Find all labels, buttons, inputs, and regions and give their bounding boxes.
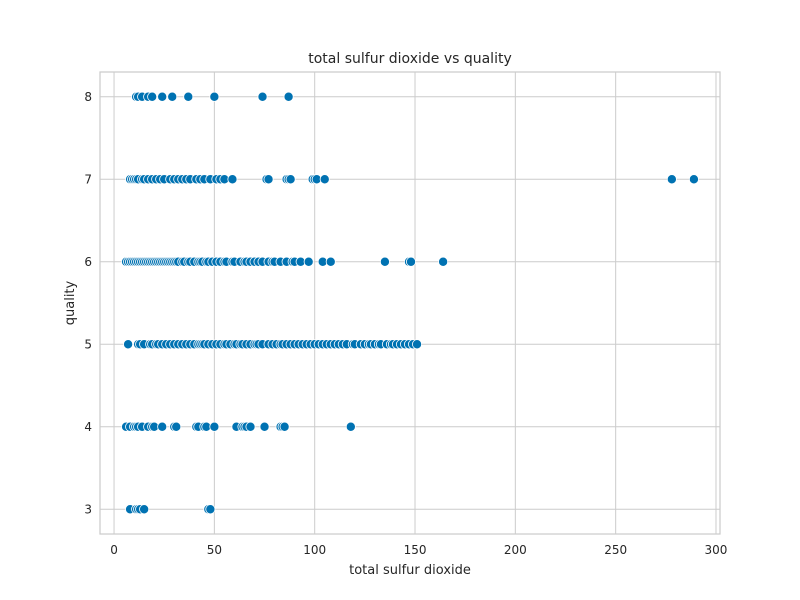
data-point <box>139 504 150 515</box>
y-tick-label: 6 <box>84 255 92 269</box>
data-point <box>245 421 256 432</box>
data-point <box>438 256 449 267</box>
x-tick-label: 50 <box>207 543 222 557</box>
y-tick-label: 8 <box>84 90 92 104</box>
plot-area <box>100 72 720 534</box>
data-point <box>379 256 390 267</box>
data-point <box>171 421 182 432</box>
data-point <box>412 339 423 350</box>
data-point <box>319 174 330 185</box>
data-point <box>123 339 134 350</box>
data-points <box>121 91 699 515</box>
data-point <box>283 91 294 102</box>
x-tick-label: 150 <box>404 543 427 557</box>
data-point <box>147 91 158 102</box>
data-point <box>345 421 356 432</box>
data-point <box>263 174 274 185</box>
data-point <box>688 174 699 185</box>
x-tick-label: 100 <box>303 543 326 557</box>
x-tick-label: 250 <box>604 543 627 557</box>
chart-title: total sulfur dioxide vs quality <box>308 51 512 67</box>
x-tick-label: 0 <box>110 543 118 557</box>
data-point <box>257 91 268 102</box>
data-point <box>157 421 168 432</box>
y-tick-label: 3 <box>84 502 92 516</box>
data-point <box>285 174 296 185</box>
data-point <box>303 256 314 267</box>
x-tick-label: 200 <box>504 543 527 557</box>
x-tick-labels: 0 50 100 150 200 250 300 <box>110 543 727 557</box>
x-tick-label: 300 <box>705 543 728 557</box>
y-tick-label: 4 <box>84 420 92 434</box>
y-tick-label: 7 <box>84 172 92 186</box>
data-point <box>279 421 290 432</box>
data-point <box>183 91 194 102</box>
data-point <box>157 91 168 102</box>
data-point <box>209 91 220 102</box>
data-point <box>167 91 178 102</box>
plot-frame <box>99 71 721 535</box>
data-point <box>259 421 270 432</box>
y-axis-title: quality <box>63 280 78 325</box>
data-point <box>227 174 238 185</box>
data-point <box>325 256 336 267</box>
data-point <box>209 421 220 432</box>
data-point <box>406 256 417 267</box>
x-axis-title: total sulfur dioxide <box>349 563 471 578</box>
data-point <box>666 174 677 185</box>
data-point <box>205 504 216 515</box>
y-tick-labels: 3 4 5 6 7 8 <box>84 90 92 517</box>
y-tick-label: 5 <box>84 337 92 351</box>
